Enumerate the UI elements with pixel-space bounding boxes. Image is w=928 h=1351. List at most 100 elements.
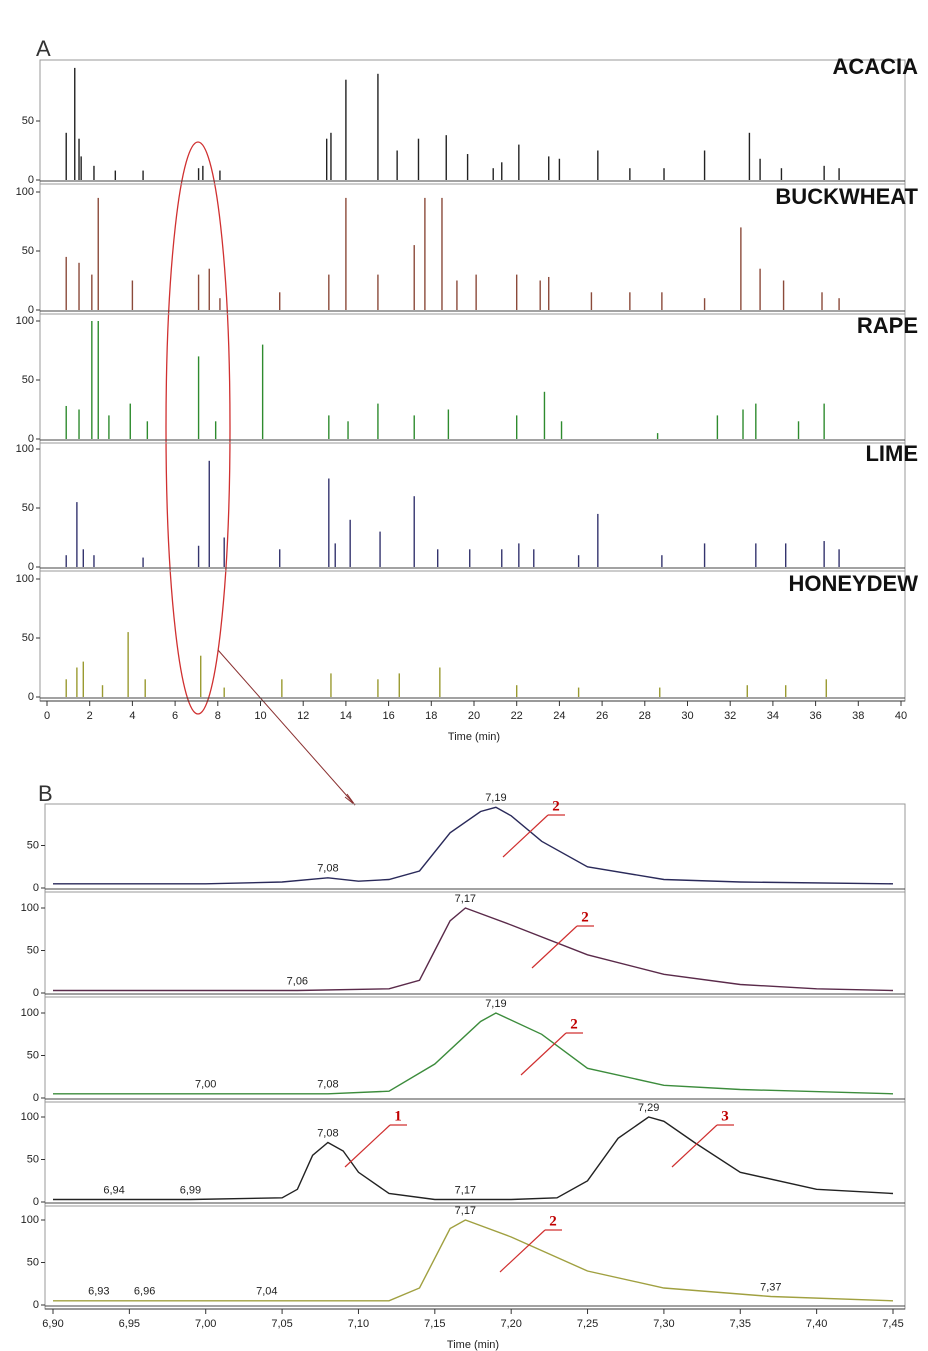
peak-label: 7,06 <box>287 975 308 987</box>
x-tick-label: 2 <box>87 710 93 722</box>
x-tick-label: 8 <box>215 710 221 722</box>
panel-frame <box>39 59 906 185</box>
trace-title: HONEYDEW <box>788 571 918 596</box>
peak-label: 7,08 <box>317 1079 338 1091</box>
panel-frame <box>44 891 906 998</box>
y-tick-label: 50 <box>27 1153 39 1165</box>
peak-label: 6,94 <box>103 1184 124 1196</box>
peak-label: 6,96 <box>134 1286 155 1298</box>
marker-slash <box>344 1124 391 1168</box>
x-tick-label: 36 <box>809 710 821 722</box>
y-tick-label: 0 <box>28 561 34 573</box>
y-tick-label: 0 <box>28 174 34 186</box>
y-tick-label: 100 <box>16 186 34 198</box>
panel-frame <box>39 570 906 702</box>
peak-label: 7,29 <box>638 1102 659 1114</box>
x-tick-label: 26 <box>596 710 608 722</box>
y-tick-label: 0 <box>28 433 34 445</box>
peak-label: 6,93 <box>88 1286 109 1298</box>
y-tick-label: 50 <box>27 944 39 956</box>
x-tick-label: 10 <box>254 710 266 722</box>
trace-title: LIME <box>865 441 918 466</box>
x-tick-label: 7,30 <box>653 1318 674 1330</box>
x-tick-label: 6,95 <box>119 1318 140 1330</box>
trace <box>53 1219 894 1302</box>
marker-label: 2 <box>549 1213 557 1229</box>
x-tick-label: 40 <box>895 710 907 722</box>
trace-title: ACACIA <box>832 54 918 79</box>
marker-slash <box>531 925 578 969</box>
x-tick-label: 7,00 <box>195 1318 216 1330</box>
peak-label: 7,00 <box>195 1079 216 1091</box>
peak-label: 6,99 <box>180 1184 201 1196</box>
y-tick-label: 100 <box>16 573 34 585</box>
y-tick-label: 0 <box>28 691 34 703</box>
marker-label: 2 <box>581 909 589 925</box>
marker-label: 2 <box>552 798 560 814</box>
x-tick-label: 38 <box>852 710 864 722</box>
x-tick-label: 18 <box>425 710 437 722</box>
trace <box>53 806 894 885</box>
trace-title: RAPE <box>857 313 918 338</box>
zoom-arrow-head <box>344 793 356 806</box>
x-tick-label: 12 <box>297 710 309 722</box>
trace-title: BUCKWHEAT <box>775 184 918 209</box>
marker-slash <box>671 1124 718 1168</box>
x-tick-label: 14 <box>340 710 352 722</box>
x-tick-label: 20 <box>468 710 480 722</box>
peak-label: 7,17 <box>455 1184 476 1196</box>
x-tick-label: 7,05 <box>271 1318 292 1330</box>
marker-slash <box>520 1032 567 1076</box>
x-tick-label: 6 <box>172 710 178 722</box>
x-tick-label: 7,35 <box>730 1318 751 1330</box>
peak-label: 7,17 <box>455 1205 476 1217</box>
y-tick-label: 100 <box>16 315 34 327</box>
y-tick-label: 100 <box>21 1007 39 1019</box>
x-tick-label: 16 <box>382 710 394 722</box>
peak-label: 7,19 <box>485 792 506 804</box>
panel-label: B <box>38 781 53 806</box>
marker-slash <box>499 1229 546 1273</box>
marker-label: 3 <box>721 1108 729 1124</box>
y-tick-label: 0 <box>28 304 34 316</box>
x-tick-label: 7,15 <box>424 1318 445 1330</box>
peak-label: 7,17 <box>455 893 476 905</box>
x-tick-label: 24 <box>553 710 565 722</box>
y-tick-label: 0 <box>33 1299 39 1311</box>
peak-label: 7,08 <box>317 863 338 875</box>
y-tick-label: 100 <box>16 443 34 455</box>
y-tick-label: 0 <box>33 987 39 999</box>
panel-frame <box>39 442 906 572</box>
highlight-ellipse <box>165 141 231 715</box>
y-tick-label: 50 <box>22 115 34 127</box>
y-tick-label: 100 <box>21 1111 39 1123</box>
y-tick-label: 50 <box>22 502 34 514</box>
marker-slash <box>502 814 549 858</box>
x-tick-label: 34 <box>767 710 779 722</box>
peak-label: 7,08 <box>317 1127 338 1139</box>
x-tick-label: 7,25 <box>577 1318 598 1330</box>
x-tick-label: 4 <box>129 710 135 722</box>
trace <box>53 1116 894 1201</box>
x-tick-label: 7,45 <box>882 1318 903 1330</box>
panel-frame <box>44 1205 906 1310</box>
y-tick-label: 50 <box>27 1256 39 1268</box>
panel-frame <box>39 313 906 444</box>
panel-frame <box>44 803 906 893</box>
y-tick-label: 0 <box>33 1092 39 1104</box>
y-tick-label: 100 <box>21 1214 39 1226</box>
panel-frame <box>44 996 906 1103</box>
x-tick-label: 7,10 <box>348 1318 369 1330</box>
y-tick-label: 50 <box>27 839 39 851</box>
x-axis-label: Time (min) <box>447 1339 499 1351</box>
marker-label: 1 <box>394 1108 402 1124</box>
y-tick-label: 100 <box>21 902 39 914</box>
x-tick-label: 7,20 <box>500 1318 521 1330</box>
x-tick-label: 6,90 <box>42 1318 63 1330</box>
peak-label: 7,37 <box>760 1281 781 1293</box>
peak-label: 7,19 <box>485 998 506 1010</box>
y-tick-label: 0 <box>33 1196 39 1208</box>
x-tick-label: 7,40 <box>806 1318 827 1330</box>
y-tick-label: 50 <box>22 245 34 257</box>
